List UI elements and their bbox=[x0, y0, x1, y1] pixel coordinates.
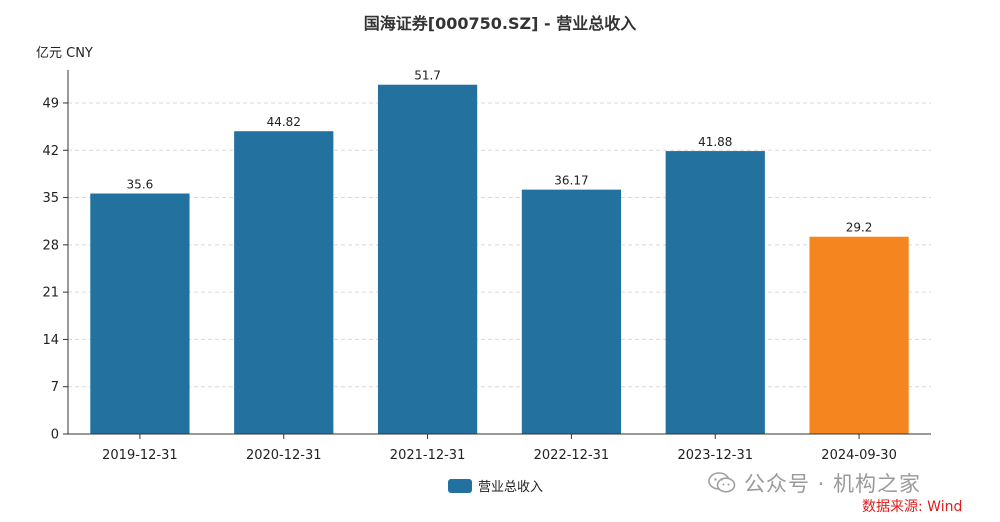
bar bbox=[234, 131, 334, 435]
y-tick-label: 42 bbox=[42, 144, 59, 159]
x-tick-label: 2023-12-31 bbox=[677, 448, 753, 463]
y-tick-label: 49 bbox=[42, 96, 59, 111]
watermark-text: 公众号 · 机构之家 bbox=[744, 472, 922, 496]
wechat-icon bbox=[708, 472, 736, 494]
bars bbox=[90, 84, 909, 435]
data-label: 35.6 bbox=[127, 177, 154, 191]
y-tick-label: 28 bbox=[42, 238, 59, 253]
bar bbox=[809, 236, 909, 434]
watermark: 公众号 · 机构之家 bbox=[708, 468, 921, 498]
y-axis-unit: 亿元 CNY bbox=[36, 46, 93, 61]
x-tick-label: 2020-12-31 bbox=[246, 448, 322, 463]
bar bbox=[665, 151, 765, 434]
x-tick-label: 2022-12-31 bbox=[534, 448, 610, 463]
x-tick-label: 2024-09-30 bbox=[821, 448, 897, 463]
y-tick-label: 0 bbox=[51, 428, 59, 443]
data-label: 51.7 bbox=[414, 69, 441, 83]
legend[interactable]: 营业总收入 bbox=[448, 476, 543, 495]
data-label: 41.88 bbox=[698, 135, 732, 149]
bar bbox=[377, 84, 478, 434]
gridlines bbox=[68, 102, 931, 388]
bar bbox=[90, 193, 190, 434]
chart-title: 国海证券[000750.SZ] - 营业总收入 bbox=[363, 14, 637, 33]
y-tick-label: 21 bbox=[42, 286, 59, 301]
y-tick-label: 7 bbox=[51, 380, 59, 395]
axes: 0 7 14 21 28 35 42 49 2019-12-31 2020-12-31 2021-1… bbox=[42, 70, 931, 463]
y-tick-label: 35 bbox=[42, 191, 59, 206]
data-label: 29.2 bbox=[846, 221, 873, 235]
data-label: 36.17 bbox=[554, 174, 588, 188]
data-label: 44.82 bbox=[267, 115, 301, 129]
bar-chart: 35.6 44.82 51.7 36.17 41.88 29.2 0 7 14 21 28 35 42… bbox=[42, 69, 931, 463]
data-source: 数据来源: Wind bbox=[862, 499, 963, 515]
y-tick-label: 14 bbox=[42, 333, 59, 348]
x-tick-label: 2021-12-31 bbox=[390, 448, 466, 463]
data-labels: 35.6 44.82 51.7 36.17 41.88 29.2 bbox=[127, 69, 873, 235]
legend-label: 营业总收入 bbox=[478, 480, 544, 495]
bar bbox=[521, 189, 622, 434]
x-tick-label: 2019-12-31 bbox=[102, 448, 178, 463]
legend-swatch bbox=[448, 478, 472, 493]
